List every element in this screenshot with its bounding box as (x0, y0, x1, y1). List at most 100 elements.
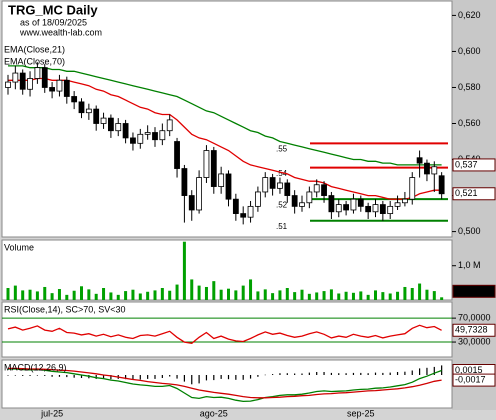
candle-body (63, 79, 70, 97)
panel-title: RSI(Close,14), SC>70, SV<30 (4, 304, 126, 314)
candle-body (321, 184, 327, 196)
y-tick-label: 0,600 (458, 46, 481, 56)
bar (160, 288, 164, 300)
bar (212, 281, 216, 300)
bar (315, 292, 319, 300)
y-tick-label: 0,620 (458, 10, 481, 20)
last-value-label: -0,0017 (455, 374, 486, 384)
candle-body (277, 182, 283, 189)
series-line (8, 368, 442, 403)
histogram-bar (176, 375, 178, 379)
histogram-bar (161, 375, 163, 378)
bar (381, 292, 385, 300)
histogram-bar (338, 373, 340, 375)
histogram-bar (286, 373, 288, 375)
candle-body (240, 213, 247, 218)
candle-body (152, 132, 158, 141)
histogram-bar (169, 375, 171, 377)
level-label: .51 (276, 222, 288, 231)
bar (300, 289, 304, 300)
bar (227, 288, 230, 300)
bar (234, 290, 238, 300)
panel (1, 359, 453, 409)
bar (13, 285, 17, 300)
candle-body (416, 157, 423, 164)
y-tick-label: 0,500 (458, 226, 481, 236)
candle-body (409, 177, 416, 200)
histogram-bar (360, 372, 362, 375)
candle-body (56, 79, 63, 92)
histogram-bar (374, 372, 377, 375)
bar (403, 286, 407, 300)
candle-body (5, 81, 11, 88)
bar (109, 292, 113, 300)
candle-body (159, 130, 166, 141)
bar (249, 279, 253, 300)
bar (197, 285, 201, 300)
bar (396, 291, 400, 300)
last-value-box (452, 323, 496, 337)
series-line (8, 77, 442, 200)
bar (271, 293, 275, 300)
bar (204, 286, 208, 300)
candle-body (343, 204, 350, 211)
candle-body (372, 204, 379, 213)
last-value-label: 49,7328 (455, 325, 488, 335)
x-tick-label: ago-25 (200, 408, 228, 418)
bar (322, 291, 326, 300)
panel (1, 301, 453, 358)
histogram-bar (404, 371, 406, 375)
histogram-bar (198, 375, 200, 384)
bar (65, 294, 69, 300)
level-label: .55 (276, 144, 288, 153)
candle-body (247, 205, 254, 218)
bar (219, 289, 223, 300)
bar (21, 290, 25, 300)
bar (43, 286, 47, 300)
candle-body (130, 137, 136, 144)
histogram-bar (154, 375, 156, 379)
panel-title: MACD(12,26,9) (4, 362, 67, 372)
bar (116, 294, 120, 300)
candle-body (19, 72, 26, 90)
histogram-bar (345, 373, 347, 375)
histogram-bar (66, 375, 68, 378)
bar (293, 292, 297, 300)
candle-body (350, 198, 357, 211)
histogram-bar (73, 375, 75, 378)
level-label: .52 (276, 200, 288, 209)
histogram-bar (316, 372, 318, 375)
bar (344, 291, 348, 300)
candle-body (313, 184, 320, 193)
bar (6, 288, 10, 300)
histogram-bar (242, 375, 244, 380)
chart-title: TRG_MC Daily (8, 2, 98, 17)
bar (285, 288, 289, 300)
bar (80, 286, 83, 300)
histogram-bar (14, 375, 16, 376)
bar (432, 291, 436, 300)
histogram-bar (330, 372, 332, 375)
candle-body (394, 202, 401, 207)
histogram-bar (205, 375, 208, 381)
bar (263, 289, 267, 300)
x-tick-label: jul-25 (40, 408, 63, 418)
bar (425, 289, 429, 300)
histogram-bar (272, 374, 274, 375)
histogram-bar (264, 374, 266, 376)
candle-body (78, 101, 85, 114)
bar (410, 288, 414, 300)
level-label: .54 (276, 169, 288, 178)
candle-body (71, 96, 78, 103)
candle-body (12, 72, 19, 83)
histogram-bar (367, 373, 369, 375)
candle-body (328, 195, 335, 213)
candle-body (306, 191, 313, 204)
bar (256, 291, 260, 300)
candle-body (284, 182, 291, 196)
bar (351, 292, 355, 300)
candle-body (100, 117, 107, 124)
candle-body (166, 119, 173, 132)
bar (153, 290, 157, 300)
histogram-bar (382, 372, 384, 375)
